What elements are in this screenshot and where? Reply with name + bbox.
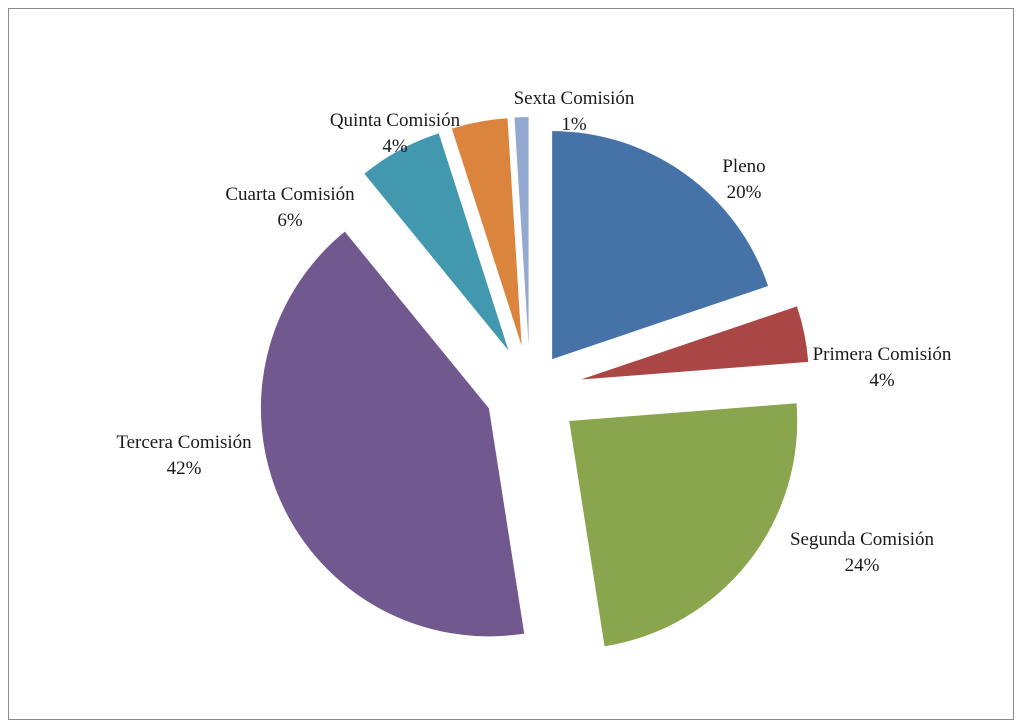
slice-category-label-tercera-comision: Tercera Comisión <box>116 432 252 453</box>
pie-slice-sexta-comision <box>514 117 529 346</box>
slice-percent-label-segunda-comision: 24% <box>845 555 880 576</box>
slice-percent-label-quinta-comision: 4% <box>382 136 408 157</box>
pie-slice-segunda-comision <box>569 403 798 647</box>
slice-percent-label-cuarta-comision: 6% <box>277 210 303 231</box>
slice-percent-label-sexta-comision: 1% <box>561 114 587 135</box>
pie-slices <box>260 117 809 647</box>
pie-slice-primera-comision <box>580 306 809 380</box>
slice-category-label-primera-comision: Primera Comisión <box>813 344 952 365</box>
pie-slice-quinta-comision <box>451 118 522 346</box>
slice-category-label-quinta-comision: Quinta Comisión <box>330 110 461 131</box>
pie-slice-pleno <box>552 131 769 360</box>
slice-category-label-pleno: Pleno <box>722 156 765 177</box>
slice-percent-label-primera-comision: 4% <box>869 370 895 391</box>
slice-category-label-cuarta-comision: Cuarta Comisión <box>225 184 355 205</box>
pie-slice-cuarta-comision <box>364 133 509 351</box>
slice-category-label-segunda-comision: Segunda Comisión <box>790 529 935 550</box>
pie-slice-tercera-comision <box>260 231 525 637</box>
slice-percent-label-tercera-comision: 42% <box>167 458 202 479</box>
slice-category-label-sexta-comision: Sexta Comisión <box>514 88 635 109</box>
slice-percent-label-pleno: 20% <box>727 182 762 203</box>
pie-labels: Pleno 20% Primera Comisión 4% Segunda Comisi… <box>116 88 952 576</box>
